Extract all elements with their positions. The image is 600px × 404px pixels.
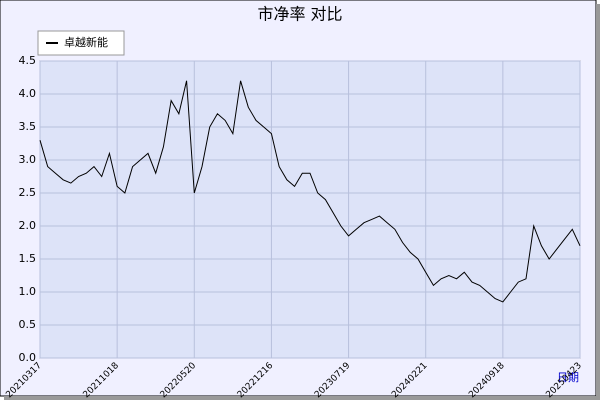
y-tick-label: 4.0: [19, 87, 37, 100]
y-tick-label: 1.5: [19, 252, 37, 265]
x-axis-label: 日期: [557, 371, 579, 384]
shadow: [4, 396, 600, 400]
shadow: [596, 4, 600, 400]
y-tick-label: 1.0: [19, 285, 37, 298]
y-tick-label: 3.0: [19, 153, 37, 166]
y-tick-label: 3.5: [19, 120, 37, 133]
y-tick-label: 0.5: [19, 318, 37, 331]
y-tick-label: 2.5: [19, 186, 37, 199]
legend-label: 卓越新能: [64, 35, 108, 49]
y-tick-label: 0.0: [19, 351, 37, 364]
y-tick-label: 4.5: [19, 54, 37, 67]
y-tick-label: 2.0: [19, 219, 37, 232]
plot-area: [39, 60, 581, 359]
chart-title: 市净率 对比: [257, 5, 342, 24]
line-series: [39, 80, 581, 303]
